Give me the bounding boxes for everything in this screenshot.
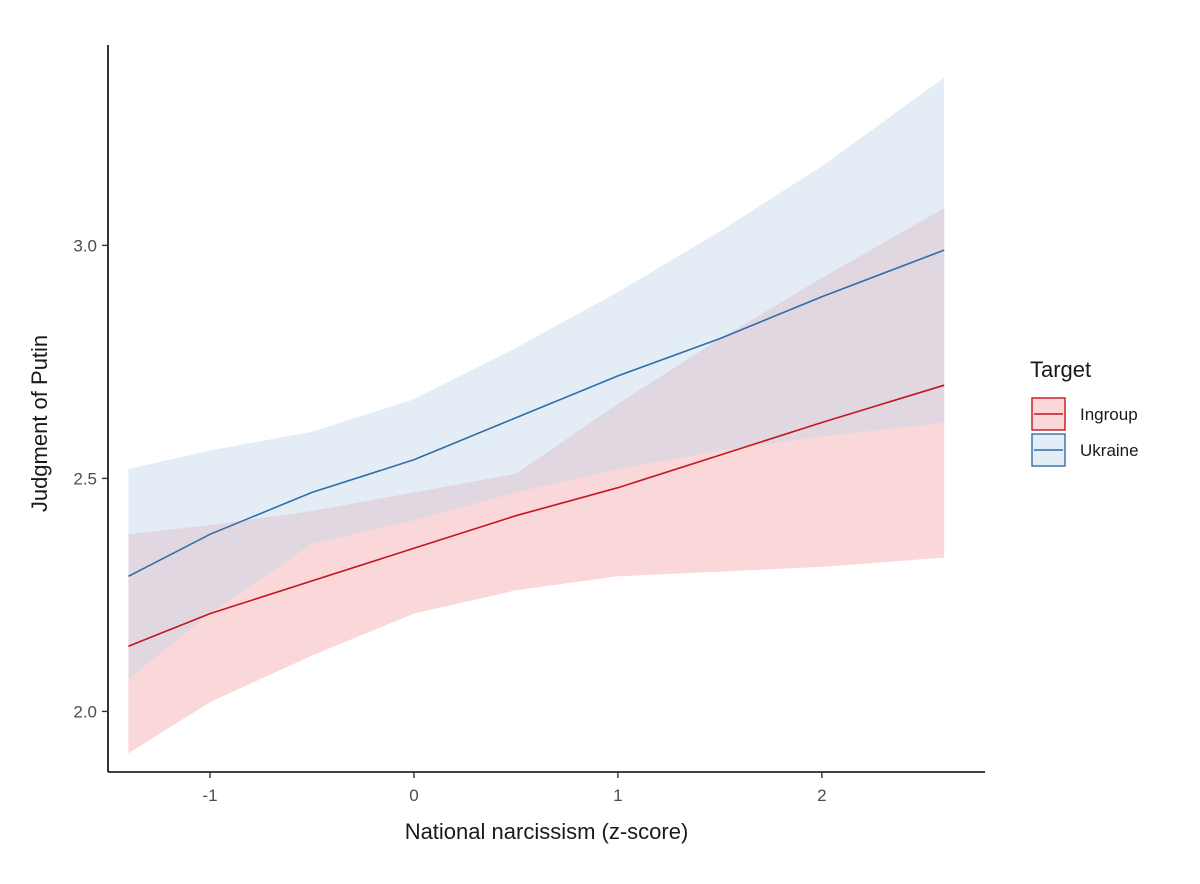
x-tick-label: 1 bbox=[613, 786, 622, 805]
x-tick-label: 2 bbox=[817, 786, 826, 805]
y-tick-label: 3.0 bbox=[73, 236, 97, 255]
y-tick-label: 2.0 bbox=[73, 702, 97, 721]
confidence-bands bbox=[128, 77, 945, 754]
confidence-band-ingroup bbox=[128, 208, 945, 754]
legend-title: Target bbox=[1030, 357, 1091, 382]
x-tick-label: -1 bbox=[202, 786, 217, 805]
legend-label-ingroup: Ingroup bbox=[1080, 405, 1138, 424]
legend: Target Ingroup Ukraine bbox=[1030, 357, 1139, 467]
y-tick-label: 2.5 bbox=[73, 469, 97, 488]
confidence-band-ukraine bbox=[128, 77, 945, 679]
x-tick-label: 0 bbox=[409, 786, 418, 805]
series-line-ukraine bbox=[128, 249, 945, 578]
x-axis-ticks: -1 0 1 2 bbox=[202, 772, 827, 805]
series-line-ingroup bbox=[128, 384, 945, 647]
x-axis-title: National narcissism (z-score) bbox=[405, 819, 689, 844]
series-lines bbox=[128, 249, 945, 647]
legend-label-ukraine: Ukraine bbox=[1080, 441, 1139, 460]
y-axis-title: Judgment of Putin bbox=[27, 335, 52, 512]
y-axis-ticks: 2.0 2.5 3.0 bbox=[73, 236, 108, 721]
